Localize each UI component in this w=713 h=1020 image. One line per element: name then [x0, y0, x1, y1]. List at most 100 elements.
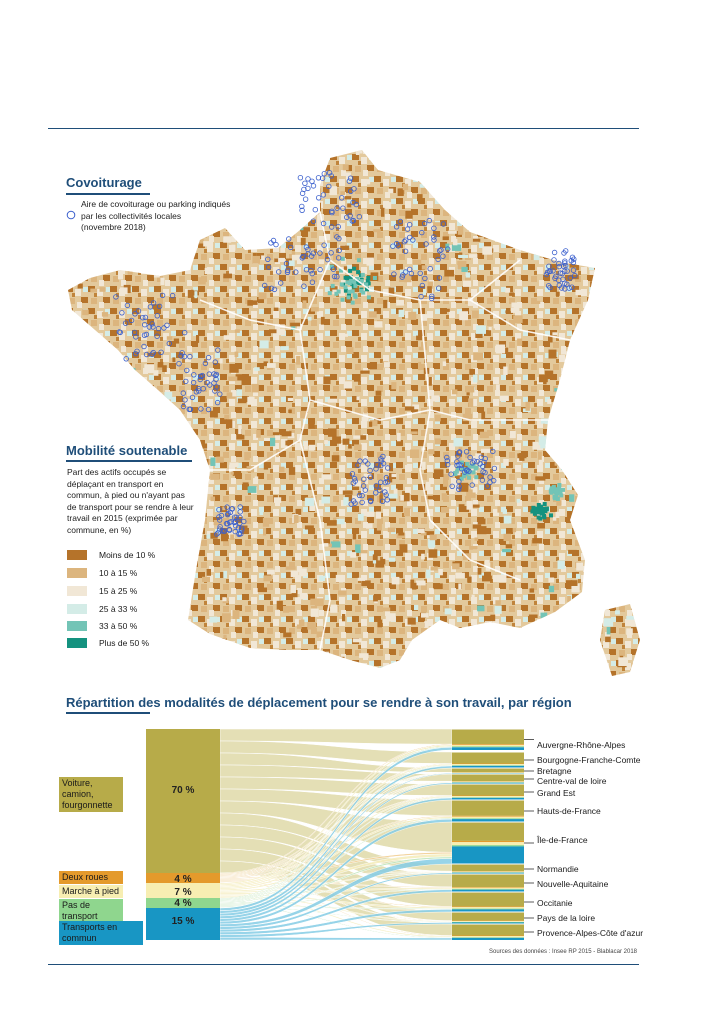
sankey-region-node — [452, 822, 524, 841]
commune-patch — [396, 299, 404, 306]
commune-patch — [571, 583, 580, 593]
commune-patch — [296, 624, 302, 629]
commune-patch — [356, 396, 360, 401]
commune-patch — [540, 441, 548, 449]
commune-patch — [319, 575, 325, 581]
commune-patch — [347, 203, 352, 208]
carpool-area-marker — [440, 253, 446, 259]
carpool-area-marker — [135, 308, 142, 314]
carpool-area-marker — [417, 270, 423, 276]
sankey-region-node — [452, 937, 524, 938]
carpool-area-marker — [397, 218, 403, 225]
carpool-area-marker — [320, 192, 327, 198]
commune-patch — [307, 622, 317, 630]
legend-class-33-50: 33 à 50 % — [67, 620, 137, 631]
region-label: Centre-val de loire — [537, 776, 607, 786]
carpool-area-marker — [410, 237, 416, 243]
commune-patch — [433, 222, 441, 226]
commune-patch — [269, 329, 277, 334]
commune-patch — [406, 463, 413, 471]
carpool-area-marker — [299, 207, 305, 213]
sankey-mode-node — [146, 883, 220, 898]
carpool-area-marker — [164, 322, 170, 328]
commune-patch — [552, 517, 557, 521]
commune-patch — [476, 325, 486, 334]
commune-patch — [410, 449, 420, 458]
commune-patch — [352, 266, 357, 271]
commune-patch — [241, 376, 251, 386]
commune-patch — [388, 557, 396, 562]
carpool-area-marker — [458, 466, 465, 472]
commune-patch — [511, 302, 520, 311]
carpool-area-marker — [232, 519, 239, 525]
commune-patch — [465, 461, 470, 466]
carpool-area-marker — [448, 471, 454, 477]
carpool-area-marker — [407, 266, 413, 273]
carpool-area-marker — [150, 324, 156, 330]
region-label: Île-de-France — [537, 835, 588, 845]
commune-patch — [234, 351, 239, 357]
carpool-area-marker — [142, 314, 149, 321]
carpool-area-marker — [226, 526, 233, 533]
region-label: Normandie — [537, 864, 579, 874]
commune-patch — [375, 560, 385, 568]
carpool-area-marker — [421, 220, 428, 227]
commune-patch — [488, 327, 492, 331]
carpool-area-marker — [166, 340, 172, 347]
commune-patch — [290, 584, 296, 594]
commune-patch — [300, 237, 306, 246]
commune-patch — [210, 473, 220, 480]
commune-patch — [499, 395, 509, 401]
sankey-region-node — [452, 887, 524, 888]
commune-patch — [303, 441, 308, 450]
commune-patch — [308, 421, 315, 429]
commune-patch — [603, 618, 614, 627]
commune-patch — [273, 497, 282, 503]
commune-patch — [264, 437, 271, 441]
carpool-area-marker — [218, 512, 225, 519]
commune-patch — [329, 264, 334, 269]
carpool-area-marker — [562, 286, 568, 292]
commune-patch — [272, 432, 280, 436]
commune-patch — [209, 410, 218, 418]
commune-patch — [288, 409, 292, 413]
commune-patch — [554, 489, 559, 494]
commune-patch — [555, 497, 560, 501]
commune-patch — [356, 281, 361, 285]
commune-patch — [512, 528, 517, 533]
commune-patch — [239, 510, 244, 517]
carpool-area-marker — [216, 517, 223, 523]
commune-patch — [421, 265, 427, 270]
carpool-area-marker — [196, 388, 202, 394]
commune-patch — [398, 532, 405, 536]
carpool-area-marker — [303, 244, 310, 250]
commune-patch — [310, 307, 319, 312]
carpool-area-marker — [169, 292, 176, 299]
commune-patch — [232, 391, 237, 397]
commune-patch — [164, 391, 173, 400]
region-label: Hauts-de-France — [537, 806, 601, 816]
commune-patch — [438, 569, 443, 576]
commune-patch — [503, 533, 511, 541]
commune-patch — [626, 615, 635, 620]
mode-label-marche: Marche à pied — [59, 885, 123, 898]
carpool-area-marker — [141, 322, 148, 328]
carpool-area-marker — [391, 271, 397, 277]
carpool-area-marker — [561, 250, 567, 256]
commune-patch — [445, 308, 450, 312]
commune-patch — [397, 188, 404, 196]
commune-patch — [388, 188, 394, 194]
commune-patch — [605, 636, 611, 643]
carpool-area-marker — [149, 321, 155, 327]
commune-patch — [280, 439, 288, 448]
bottom-rule — [48, 964, 639, 965]
commune-patch — [418, 361, 422, 371]
carpool-area-marker — [484, 483, 491, 489]
commune-patch — [213, 520, 223, 526]
commune-patch — [359, 150, 363, 154]
commune-patch — [317, 214, 321, 223]
commune-patch — [427, 286, 432, 294]
carpool-area-marker — [181, 353, 188, 360]
commune-patch — [473, 352, 483, 361]
carpool-area-marker — [546, 283, 552, 289]
